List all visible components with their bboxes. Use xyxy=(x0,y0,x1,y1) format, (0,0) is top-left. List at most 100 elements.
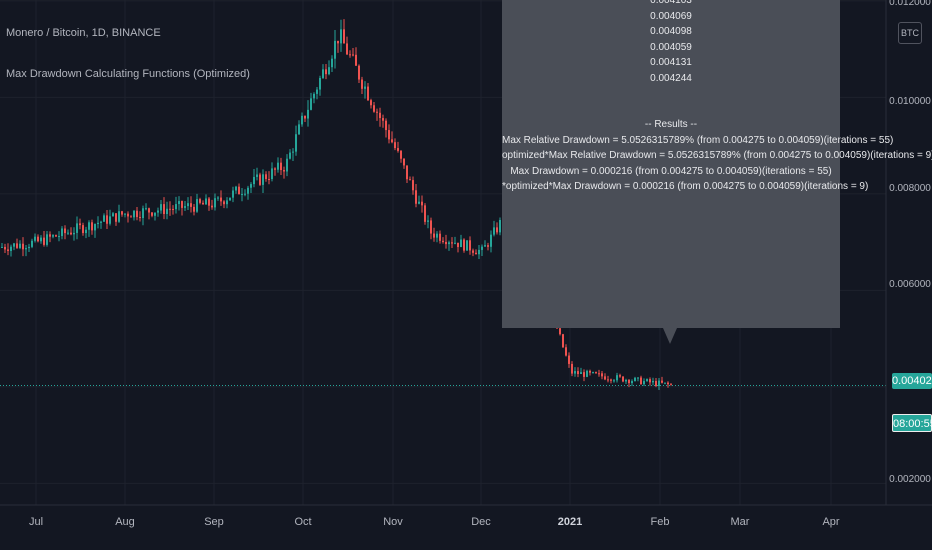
candle-body xyxy=(424,205,426,222)
candle-body xyxy=(586,370,588,377)
candle-body xyxy=(496,227,498,233)
candle-body xyxy=(4,246,6,250)
candle-body xyxy=(376,111,378,113)
candle-body xyxy=(40,237,42,242)
candle-body xyxy=(415,190,417,204)
candle-body xyxy=(619,375,621,377)
time-tick-year: 2021 xyxy=(557,516,583,528)
candle-body xyxy=(493,227,495,235)
candle-body xyxy=(247,187,249,194)
tooltip-value: 0.004244 xyxy=(650,72,692,84)
candle-body xyxy=(196,199,198,212)
candle-body xyxy=(595,372,597,374)
candle-body xyxy=(256,174,258,177)
candle-body xyxy=(460,239,462,248)
candle-body xyxy=(610,379,612,381)
candle-body xyxy=(277,162,279,170)
candle-body xyxy=(631,381,633,384)
candle-body xyxy=(319,77,321,90)
tooltip-value: 0.004103 xyxy=(650,0,692,6)
candle-body xyxy=(334,40,336,59)
candle-body xyxy=(124,213,126,215)
candle-body xyxy=(397,148,399,151)
time-tick: Feb xyxy=(650,516,670,528)
candle-body xyxy=(67,232,69,234)
candle-body xyxy=(250,184,252,188)
candle-body xyxy=(298,124,300,135)
candle-body xyxy=(307,109,309,119)
candle-body xyxy=(643,381,645,385)
candle-body xyxy=(211,205,213,208)
candle-body xyxy=(364,86,366,89)
candle-body xyxy=(178,201,180,205)
candle-body xyxy=(160,204,162,211)
candle-body xyxy=(337,40,339,44)
candle-body xyxy=(76,223,78,233)
candle-body xyxy=(469,240,471,251)
candle-body xyxy=(445,241,447,245)
current-price-label: 0.004029 xyxy=(892,373,932,389)
tooltip-results-header: -- Results -- xyxy=(644,119,698,130)
indicator-title[interactable]: Max Drawdown Calculating Functions (Opti… xyxy=(6,68,250,80)
candle-body xyxy=(427,220,429,222)
price-tick: 0.012000 xyxy=(889,0,931,8)
candle-body xyxy=(154,212,156,216)
candle-body xyxy=(31,240,33,247)
candle-body xyxy=(181,201,183,208)
candle-body xyxy=(274,168,276,170)
candle-body xyxy=(331,58,333,68)
candle-body xyxy=(475,252,477,255)
candle-body xyxy=(304,115,306,119)
candle-body xyxy=(400,150,402,159)
candle-body xyxy=(367,86,369,101)
candle-body xyxy=(22,243,24,250)
candle-body xyxy=(70,232,72,235)
candle-body xyxy=(112,213,114,217)
candle-body xyxy=(328,67,330,75)
candle-body xyxy=(163,204,165,215)
candle-body xyxy=(379,112,381,119)
candle-body xyxy=(10,246,12,251)
candle-body xyxy=(97,222,99,225)
candle-body xyxy=(283,170,285,172)
candle-body xyxy=(193,206,195,212)
candle-body xyxy=(61,228,63,237)
candle-body xyxy=(316,89,318,94)
candle-body xyxy=(652,380,654,383)
candle-body xyxy=(454,242,456,244)
candle-body xyxy=(220,197,222,202)
time-tick: Mar xyxy=(730,516,750,528)
indicator-tooltip: 0.004103 0.004069 0.004098 0.004059 0.00… xyxy=(502,0,932,328)
candle-body xyxy=(301,115,303,125)
candle-body xyxy=(286,158,288,172)
candle-body xyxy=(391,139,393,143)
candle-body xyxy=(133,210,135,218)
candle-body xyxy=(142,208,144,219)
candle-body xyxy=(241,193,243,195)
candle-body xyxy=(592,372,594,374)
tooltip-pointer xyxy=(663,328,677,344)
symbol-title[interactable]: Monero / Bitcoin, 1D, BINANCE xyxy=(6,27,161,39)
candle-body xyxy=(448,242,450,245)
candle-body xyxy=(583,372,585,377)
candle-body xyxy=(127,213,129,217)
currency-badge[interactable]: BTC xyxy=(898,22,922,44)
candle-body xyxy=(28,246,30,249)
candle-body xyxy=(7,249,9,251)
candle-body xyxy=(565,347,567,356)
candle-body xyxy=(313,93,315,99)
tooltip-result: optimized*Max Relative Drawdown = 5.0526… xyxy=(502,150,932,161)
candle-body xyxy=(43,237,45,245)
candle-body xyxy=(13,243,15,247)
candle-body xyxy=(343,29,345,44)
candle-body xyxy=(457,242,459,248)
candle-body xyxy=(571,363,573,374)
candle-body xyxy=(646,379,648,382)
candle-body xyxy=(190,203,192,207)
candle-body xyxy=(382,118,384,121)
candle-body xyxy=(265,174,267,179)
candle-body xyxy=(253,176,255,185)
candle-body xyxy=(169,208,171,210)
candle-body xyxy=(157,210,159,213)
candle-body xyxy=(166,208,168,215)
